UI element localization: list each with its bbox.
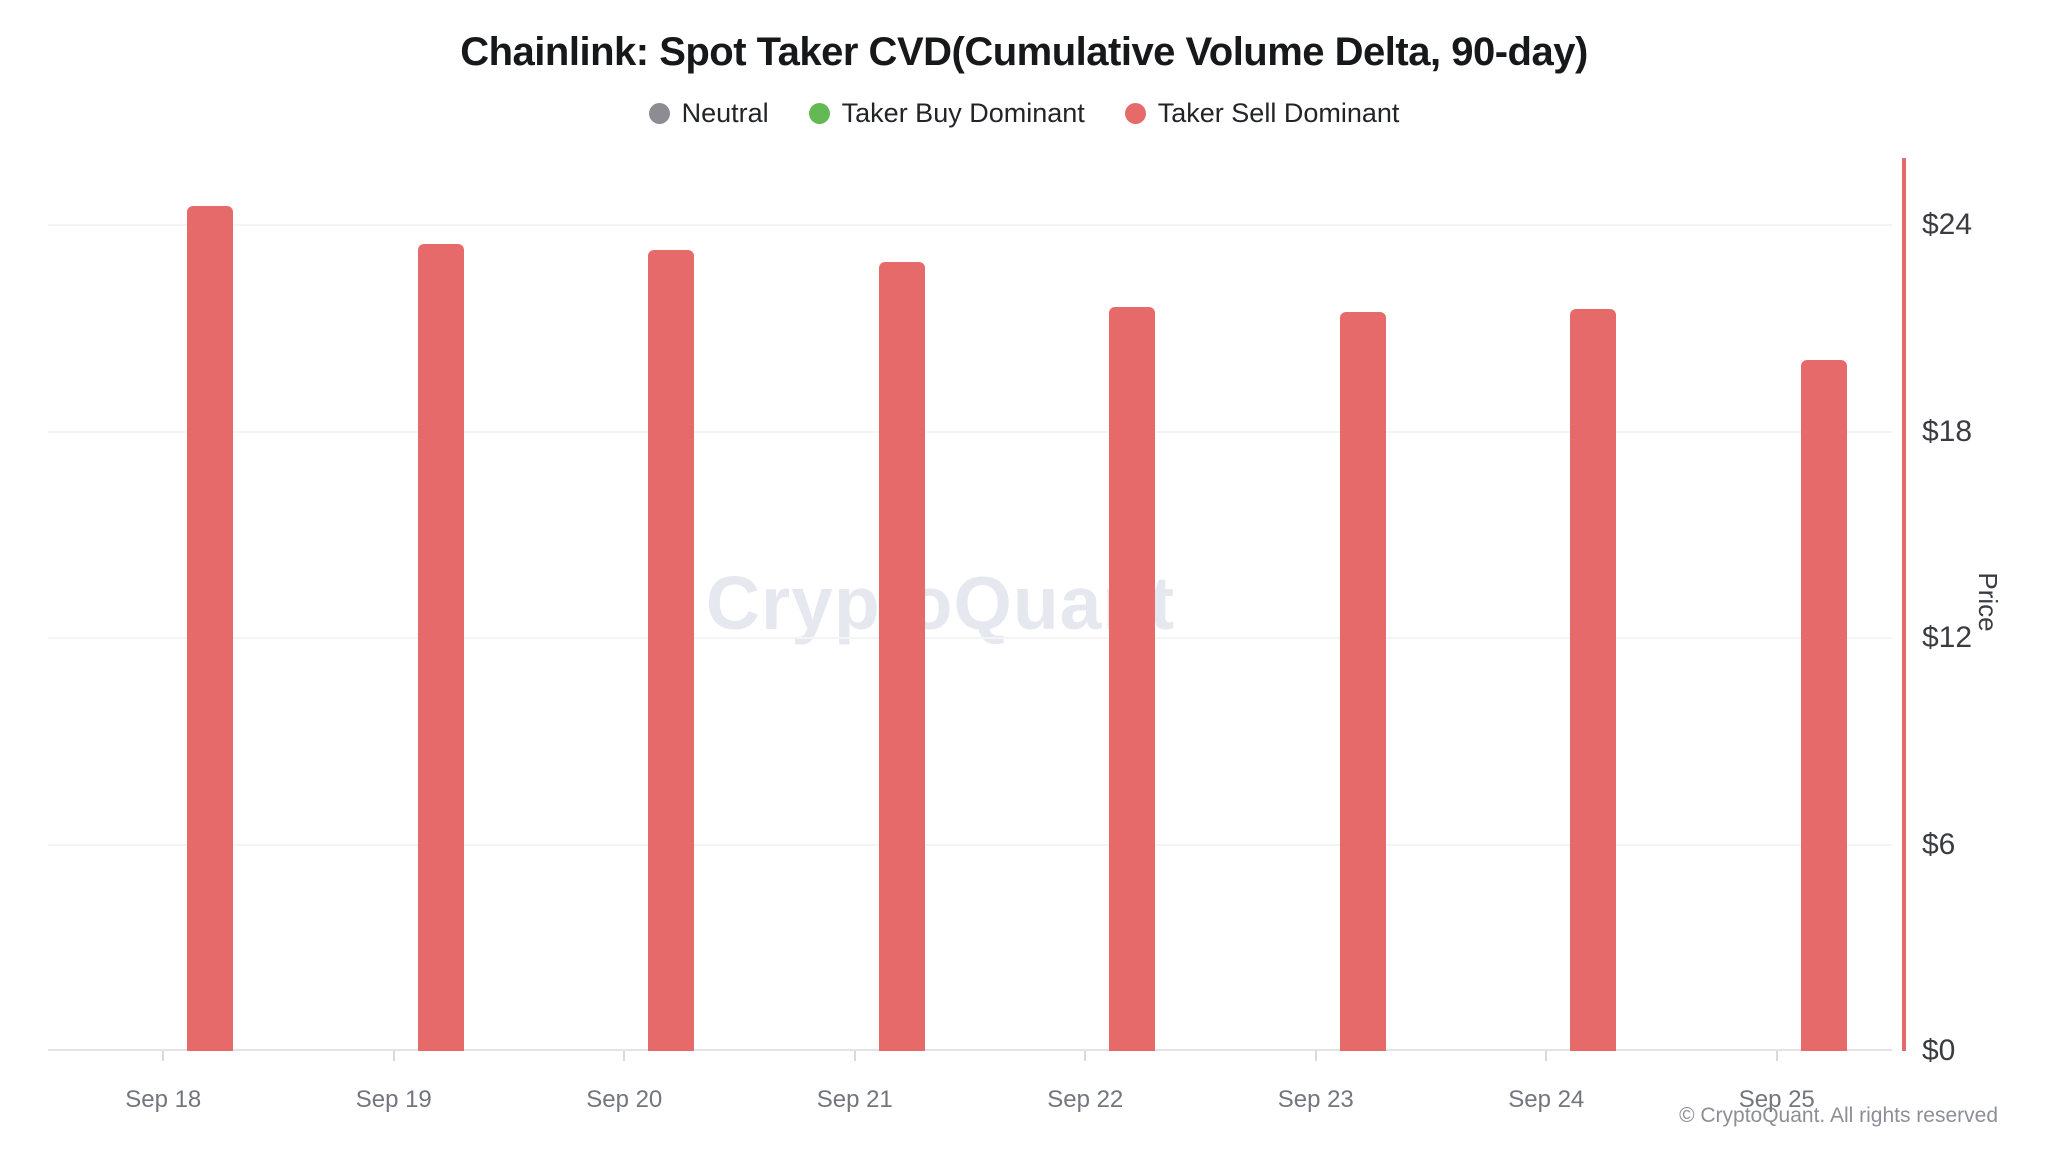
bar-sep-23[interactable] [1339,311,1386,1051]
y-axis-tick-label: $0 [1922,1034,1956,1067]
legend-item-label: Taker Sell Dominant [1157,98,1400,128]
legend-item-neutral[interactable]: Neutral [648,98,769,129]
legend-dot-icon [1124,103,1146,124]
y-axis-tick-label: $6 [1922,827,1956,861]
x-axis-tick [853,1051,856,1061]
x-axis-label: Sep 24 [1508,1086,1585,1113]
x-axis-tick [1084,1051,1087,1061]
legend-item-taker-buy-dominant[interactable]: Taker Buy Dominant [808,98,1085,129]
y-axis-tick-label: $24 [1922,208,1973,242]
bar-sep-22[interactable] [1109,306,1156,1051]
x-axis-tick [1545,1051,1548,1061]
x-axis-label: Sep 20 [586,1086,663,1113]
x-axis-label: Sep 21 [816,1086,893,1113]
gridline [48,637,1892,640]
bar-sep-21[interactable] [878,262,925,1051]
legend: Neutral Taker Buy Dominant Taker Sell Domi… [0,98,2048,129]
x-axis-label: Sep 19 [355,1086,432,1113]
legend-item-label: Taker Buy Dominant [841,98,1085,128]
x-axis-tick [1775,1051,1778,1061]
x-axis-label: Sep 25 [1738,1086,1815,1113]
bar-sep-20[interactable] [648,250,695,1051]
x-axis-tick [623,1051,626,1061]
legend-item-taker-sell-dominant[interactable]: Taker Sell Dominant [1124,98,1400,129]
legend-dot-icon [648,103,670,124]
y-axis-title: Price [1973,572,2003,632]
bar-sep-19[interactable] [417,244,464,1051]
x-axis-label: Sep 18 [125,1086,202,1113]
bar-sep-24[interactable] [1570,309,1617,1051]
watermark: CryptoQuant [705,560,1176,645]
plot-area: CryptoQuant [48,158,1906,1051]
copyright-text: © CryptoQuant. All rights reserved [1679,1104,1998,1127]
x-axis-label: Sep 22 [1047,1086,1124,1113]
gridline [48,430,1892,433]
x-axis-tick [392,1051,395,1061]
y-axis-line [1902,158,1906,1051]
legend-dot-icon [808,103,830,124]
x-axis-line [48,1049,1892,1051]
x-axis-label: Sep 23 [1277,1086,1354,1113]
gridline [48,224,1892,227]
x-axis-tick [162,1051,165,1061]
y-axis-tick-label: $12 [1922,621,1973,655]
bar-sep-18[interactable] [187,206,234,1051]
chart-title: Chainlink: Spot Taker CVD(Cumulative Vol… [460,30,1588,74]
gridline [48,843,1892,846]
y-axis-tick-label: $18 [1922,414,1973,448]
legend-item-label: Neutral [681,98,769,128]
x-axis-tick [1314,1051,1317,1061]
bar-sep-25[interactable] [1800,359,1847,1051]
